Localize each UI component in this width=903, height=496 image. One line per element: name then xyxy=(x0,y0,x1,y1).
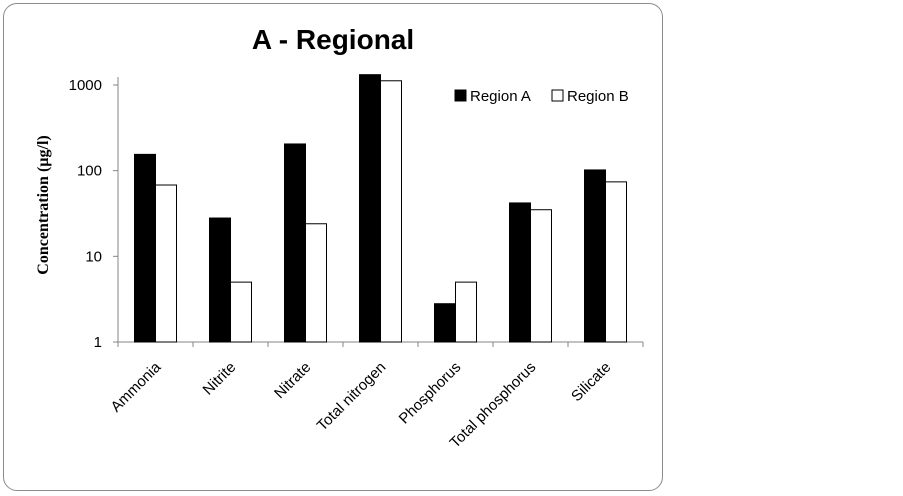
bar-region-b xyxy=(305,223,327,343)
bar-region-a xyxy=(359,74,381,343)
bar-region-b xyxy=(530,209,552,343)
bar-region-a xyxy=(134,153,156,343)
bar-region-b xyxy=(155,184,177,343)
x-tick-label: Silicate xyxy=(568,359,614,405)
y-axis-label: Concentration (µg/l) xyxy=(35,135,52,274)
y-tick-label: 1 xyxy=(94,334,102,351)
x-tick-label: Total nitrogen xyxy=(314,359,390,435)
legend-swatch xyxy=(454,89,467,102)
bar-region-a xyxy=(509,202,531,343)
bar-region-b xyxy=(455,281,477,343)
x-tick-labels: Ammonia Nitrite Nitrate Total nitrogen Phosp… xyxy=(108,358,615,451)
bar-region-a xyxy=(284,143,306,343)
bar-region-a xyxy=(209,217,231,343)
y-tick-label: 10 xyxy=(85,248,102,265)
chart-title: A - Regional xyxy=(252,24,414,55)
bar-region-b xyxy=(380,80,402,343)
chart-frame xyxy=(3,3,663,491)
x-tick-label: Nitrate xyxy=(271,359,314,402)
bar-region-b xyxy=(230,281,252,343)
legend-label: Region B xyxy=(567,88,629,105)
x-tick-label: Ammonia xyxy=(108,358,165,415)
bar-region-a xyxy=(584,169,606,343)
bar-region-b xyxy=(605,181,627,343)
bar-region-a xyxy=(434,303,456,343)
y-tick-labels: 1 10 100 1000 xyxy=(69,77,102,351)
legend-swatch xyxy=(551,89,564,102)
x-tick-label: Phosphorus xyxy=(396,359,465,428)
x-tick-label: Nitrite xyxy=(200,359,240,399)
legend: Region A Region B xyxy=(454,88,629,105)
legend-label: Region A xyxy=(470,88,531,105)
y-tick-label: 1000 xyxy=(69,77,102,94)
y-tick-label: 100 xyxy=(77,163,102,180)
bars xyxy=(134,74,627,343)
